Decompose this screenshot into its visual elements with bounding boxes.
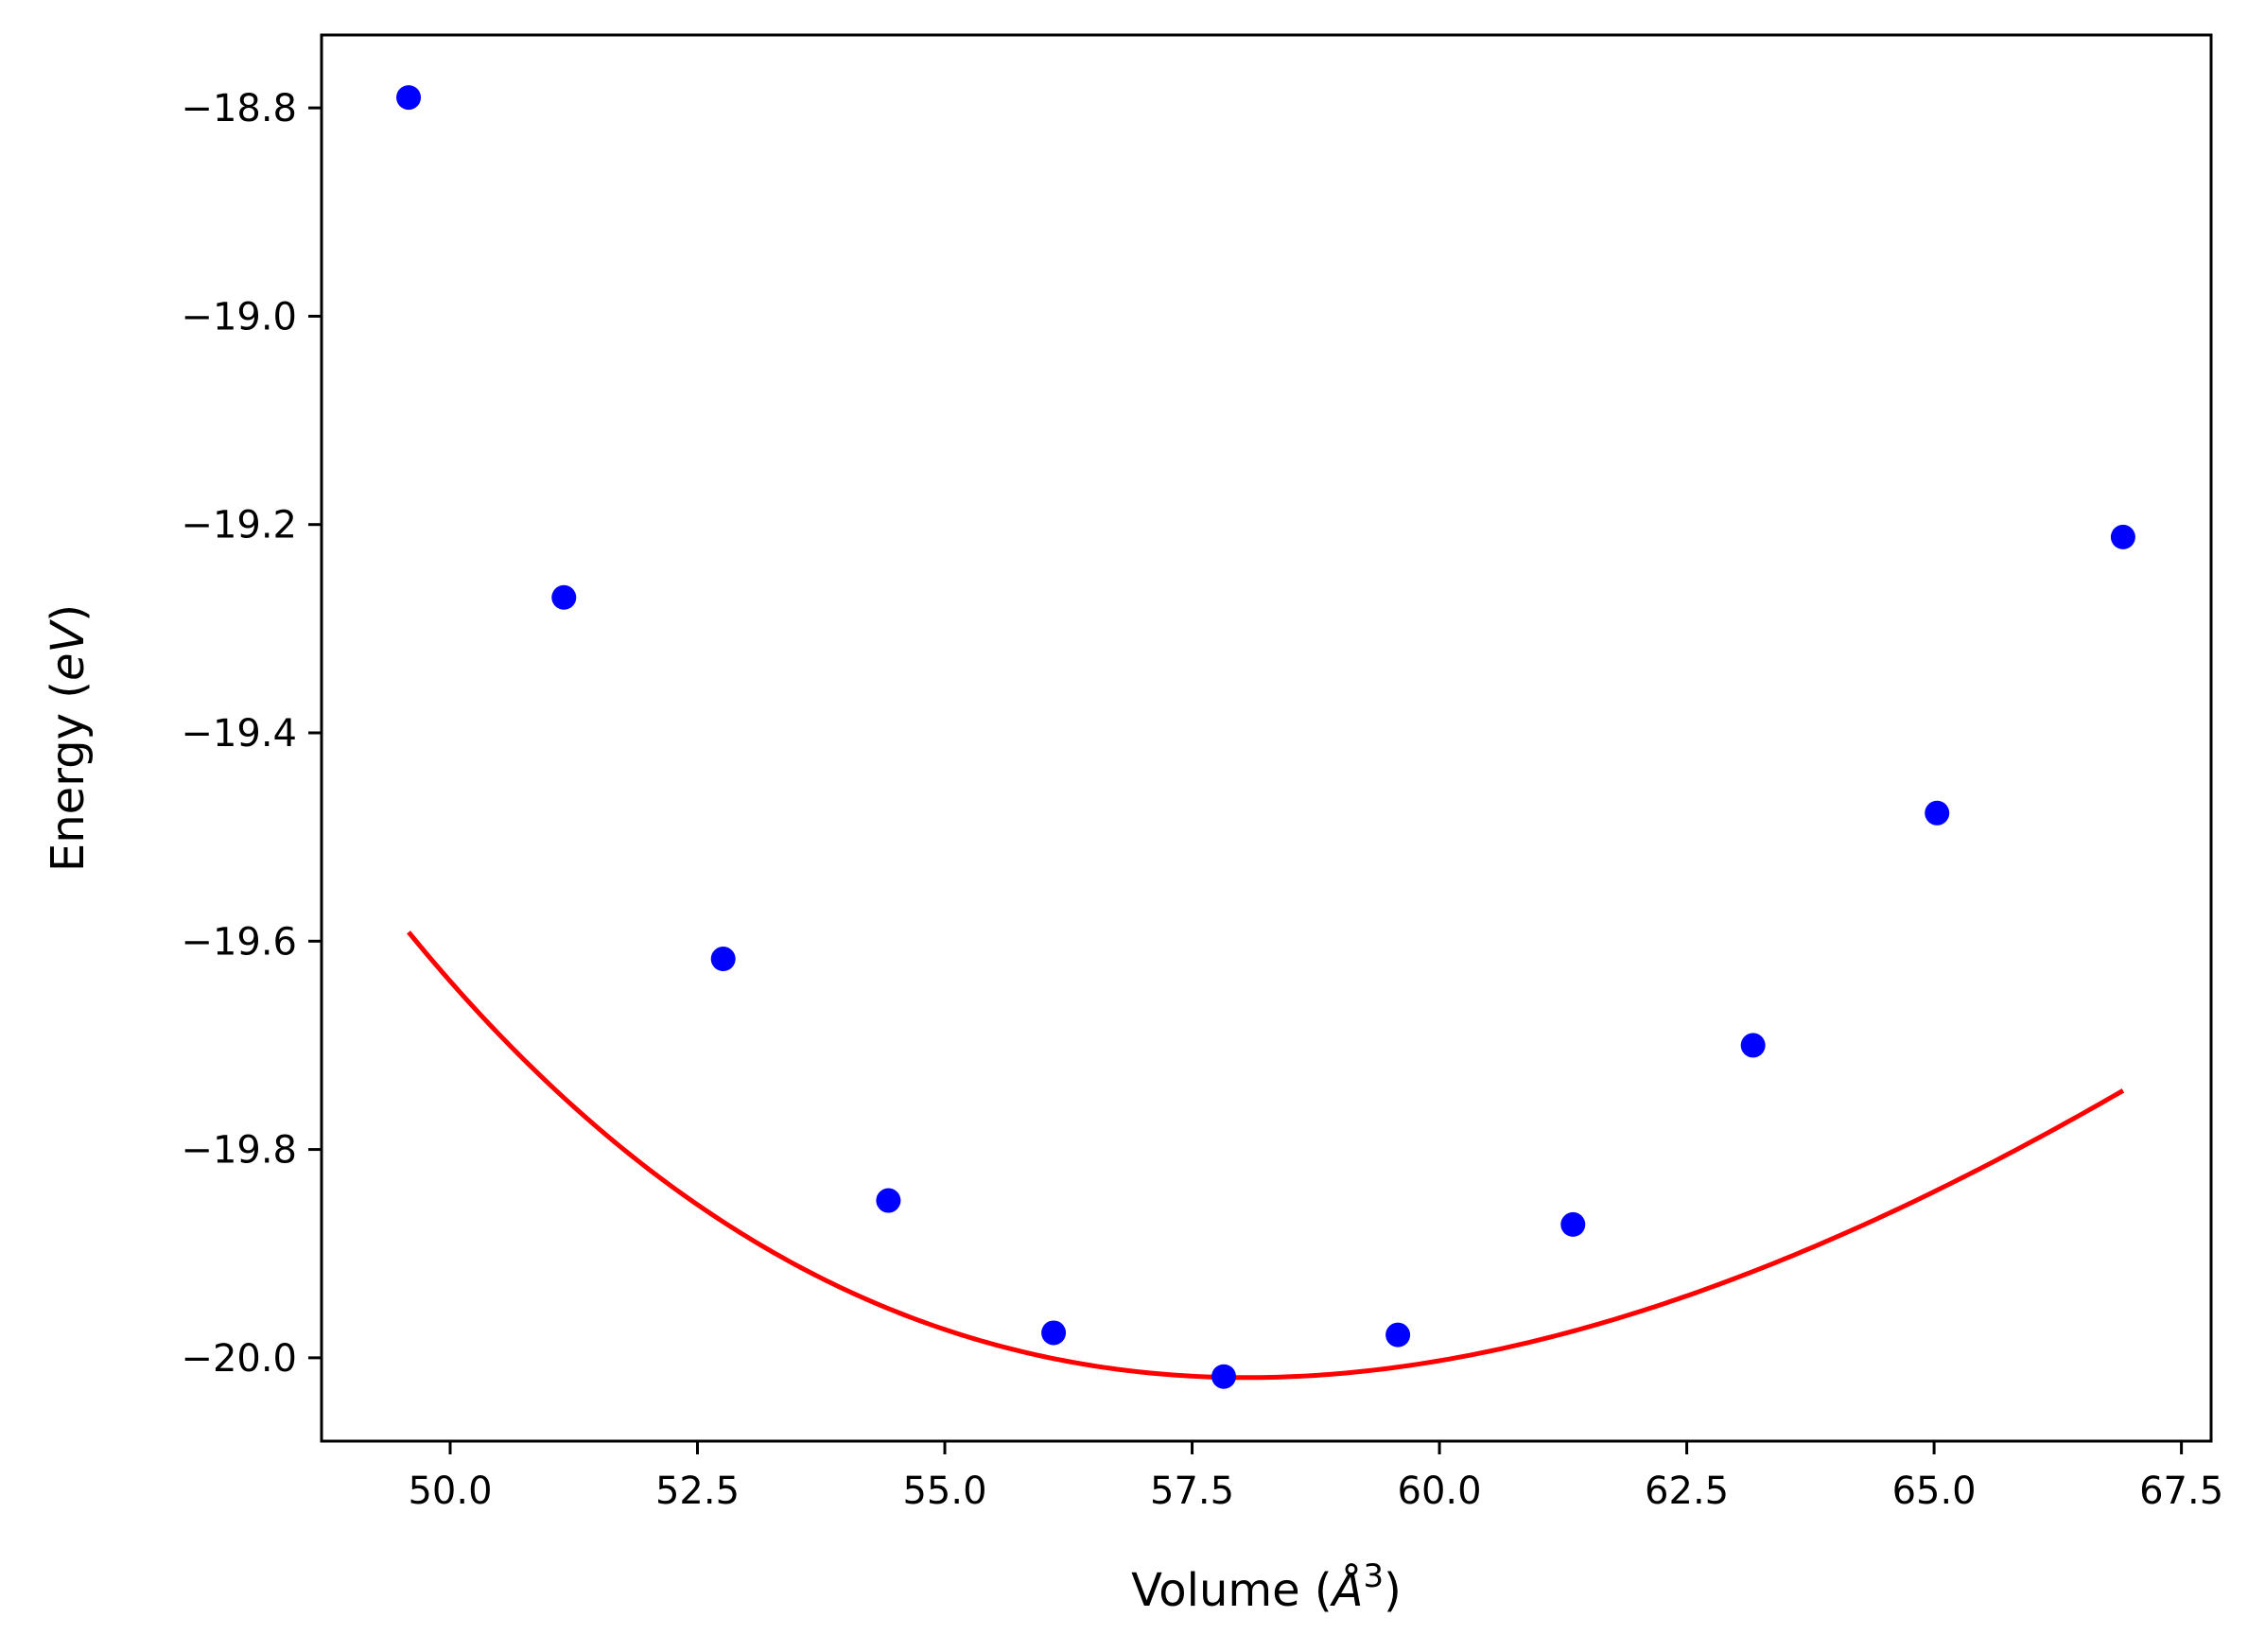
data-point (1211, 1364, 1237, 1389)
y-tick-label: −18.8 (181, 87, 297, 130)
plot-area (396, 85, 2135, 1389)
data-point (1385, 1322, 1411, 1348)
y-tick-label: −19.4 (181, 712, 297, 756)
x-axis-title-suffix: ) (1384, 1564, 1402, 1617)
data-point (1041, 1320, 1067, 1346)
data-point (1740, 1033, 1766, 1058)
x-tick-label: 52.5 (655, 1469, 740, 1513)
x-axis-title: Volume (Å3) (1131, 1557, 1402, 1617)
y-axis-ticks: −18.8 −19.0 −19.2 −19.4 −19.6 −19.8 −20.0 (181, 87, 322, 1381)
x-tick-label: 57.5 (1150, 1469, 1234, 1513)
y-tick-label: −20.0 (181, 1337, 297, 1381)
data-points (396, 85, 2135, 1389)
x-tick-label: 62.5 (1645, 1469, 1729, 1513)
plot-frame (320, 33, 2213, 1443)
x-axis-title-exponent: 3 (1363, 1557, 1384, 1595)
y-axis-title-suffix: ) (42, 604, 95, 622)
data-point (876, 1188, 901, 1213)
x-axis-title-unit: Å (1330, 1563, 1364, 1617)
y-axis-title-unit: eV (42, 619, 95, 682)
fit-curve (407, 930, 2125, 1381)
x-axis-ticks: 50.0 52.5 55.0 57.5 60.0 62.5 65.0 67.5 (408, 1441, 2223, 1513)
data-point (2110, 524, 2135, 549)
y-tick-label: −19.2 (181, 504, 297, 548)
y-tick-label: −19.6 (181, 920, 297, 964)
data-point (1925, 800, 1950, 826)
y-tick-label: −19.0 (181, 295, 297, 339)
x-tick-label: 60.0 (1398, 1469, 1482, 1513)
x-tick-label: 55.0 (902, 1469, 986, 1513)
x-tick-label: 65.0 (1892, 1469, 1977, 1513)
x-tick-label: 50.0 (408, 1469, 492, 1513)
y-axis-title-prefix: Energy ( (42, 681, 95, 872)
y-axis-title: Energy (eV) (42, 604, 95, 872)
x-tick-label: 67.5 (2139, 1469, 2223, 1513)
y-tick-label: −19.8 (181, 1129, 297, 1173)
x-axis-title-prefix: Volume ( (1131, 1564, 1333, 1617)
data-point (551, 584, 577, 610)
data-point (710, 947, 736, 972)
data-point (1560, 1211, 1586, 1237)
data-point (396, 85, 422, 111)
